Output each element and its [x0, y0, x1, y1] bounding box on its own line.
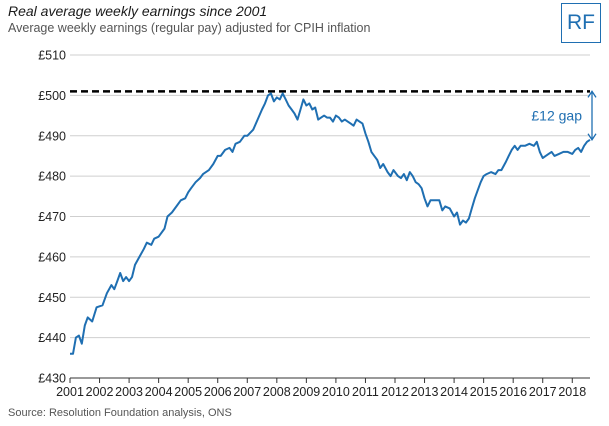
x-tick-label: 2016 — [499, 385, 527, 399]
y-tick-label: £510 — [38, 49, 66, 63]
chart-title: Real average weekly earnings since 2001 — [8, 3, 268, 19]
y-tick-label: £480 — [38, 170, 66, 184]
x-tick-label: 2014 — [440, 385, 468, 399]
gap-annotation-label: £12 gap — [531, 108, 582, 124]
x-tick-label: 2018 — [558, 385, 586, 399]
gap-arrow-head-bottom — [587, 133, 597, 141]
x-tick-label: 2002 — [86, 385, 114, 399]
chart-subtitle: Average weekly earnings (regular pay) ad… — [8, 21, 371, 35]
x-tick-label: 2013 — [411, 385, 439, 399]
x-tick-label: 2005 — [174, 385, 202, 399]
x-tick-label: 2008 — [263, 385, 291, 399]
x-tick-label: 2006 — [204, 385, 232, 399]
y-tick-label: £460 — [38, 250, 66, 264]
y-tick-label: £430 — [38, 372, 66, 386]
x-tick-label: 2001 — [56, 385, 84, 399]
x-tick-label: 2010 — [322, 385, 350, 399]
y-tick-label: £500 — [38, 89, 66, 103]
rf-logo: RF — [561, 3, 601, 43]
y-tick-label: £450 — [38, 291, 66, 305]
x-tick-label: 2009 — [292, 385, 320, 399]
gap-arrow-head-top — [587, 90, 597, 98]
x-tick-label: 2003 — [115, 385, 143, 399]
y-tick-label: £470 — [38, 210, 66, 224]
x-tick-label: 2004 — [145, 385, 173, 399]
x-tick-label: 2007 — [233, 385, 261, 399]
y-tick-label: £440 — [38, 331, 66, 345]
y-tick-label: £490 — [38, 129, 66, 143]
earnings-line — [70, 92, 591, 355]
x-tick-label: 2012 — [381, 385, 409, 399]
x-tick-label: 2015 — [470, 385, 498, 399]
source-note: Source: Resolution Foundation analysis, … — [8, 407, 232, 419]
x-tick-label: 2011 — [352, 385, 379, 399]
x-tick-label: 2017 — [529, 385, 557, 399]
